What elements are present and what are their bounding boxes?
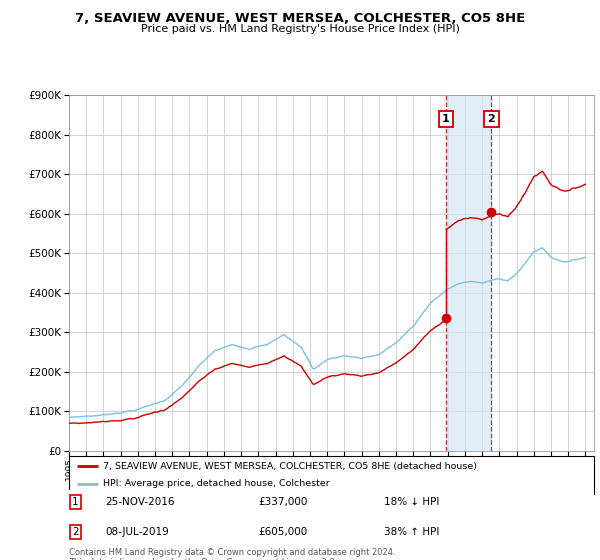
Text: 38% ↑ HPI: 38% ↑ HPI (384, 527, 439, 537)
Text: 7, SEAVIEW AVENUE, WEST MERSEA, COLCHESTER, CO5 8HE: 7, SEAVIEW AVENUE, WEST MERSEA, COLCHEST… (75, 12, 525, 25)
Text: Price paid vs. HM Land Registry's House Price Index (HPI): Price paid vs. HM Land Registry's House … (140, 24, 460, 34)
Text: £605,000: £605,000 (258, 527, 307, 537)
Text: £337,000: £337,000 (258, 497, 307, 507)
Text: 7, SEAVIEW AVENUE, WEST MERSEA, COLCHESTER, CO5 8HE (detached house): 7, SEAVIEW AVENUE, WEST MERSEA, COLCHEST… (103, 461, 477, 470)
Text: 1: 1 (72, 497, 79, 507)
Bar (446, 95, 491, 451)
Text: 2: 2 (72, 527, 79, 537)
Text: 08-JUL-2019: 08-JUL-2019 (106, 527, 170, 537)
Text: 1: 1 (442, 114, 450, 124)
Text: HPI: Average price, detached house, Colchester: HPI: Average price, detached house, Colc… (103, 479, 330, 488)
Text: 25-NOV-2016: 25-NOV-2016 (106, 497, 175, 507)
Text: 18% ↓ HPI: 18% ↓ HPI (384, 497, 439, 507)
Text: 2: 2 (488, 114, 495, 124)
Text: Contains HM Land Registry data © Crown copyright and database right 2024.
This d: Contains HM Land Registry data © Crown c… (69, 548, 395, 560)
